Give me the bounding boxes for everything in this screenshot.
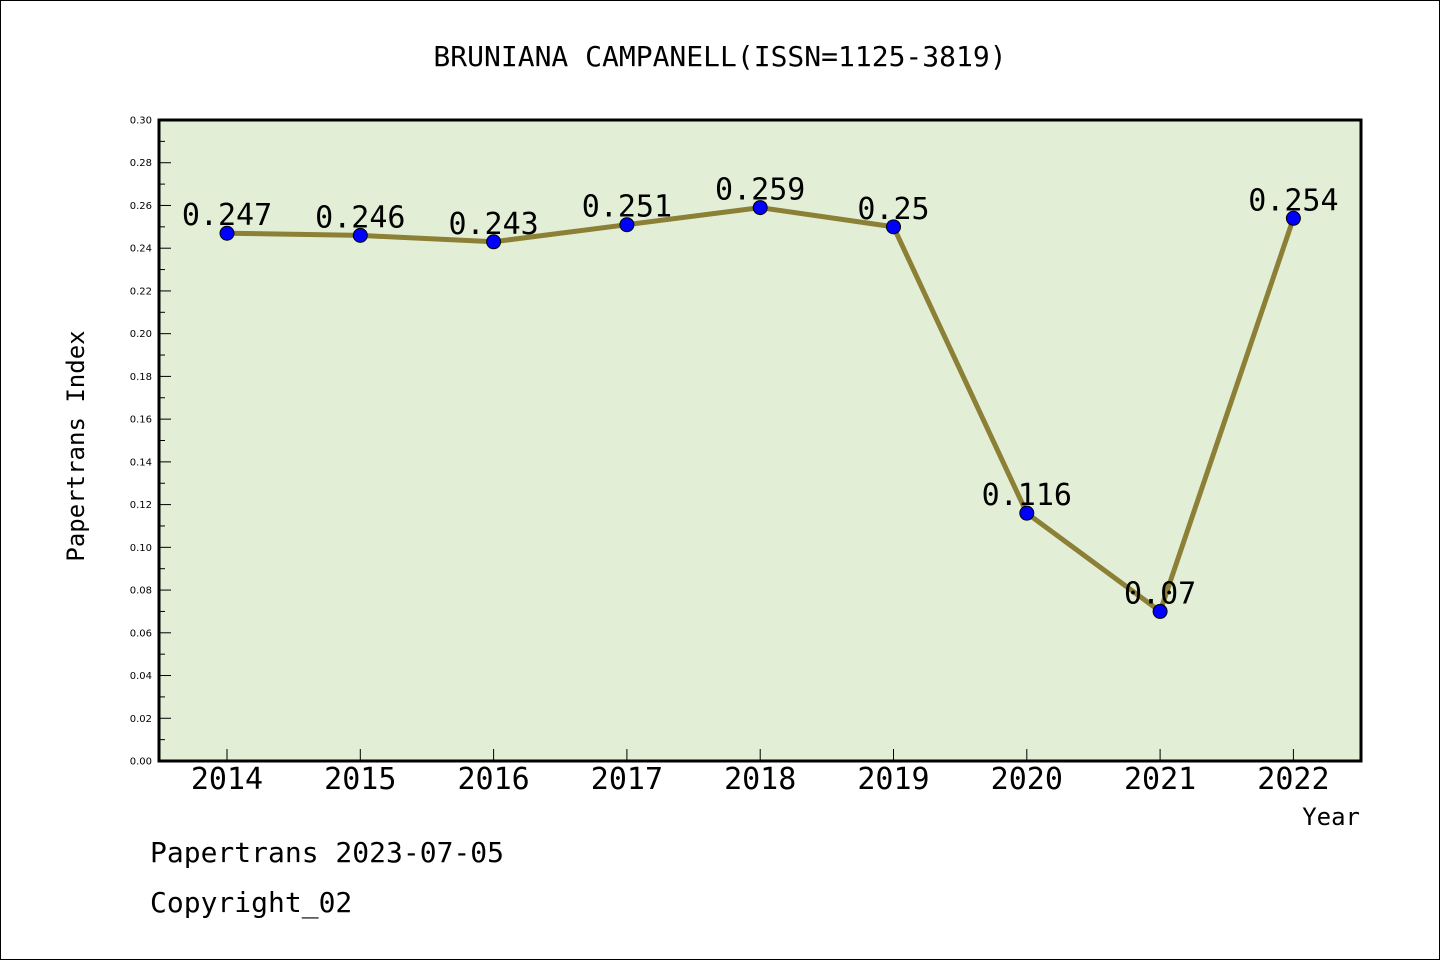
y-tick-label: 0.16 [130, 415, 152, 426]
x-tick-label: 2015 [324, 762, 396, 797]
x-tick-label: 2019 [857, 762, 929, 797]
footer-copyright: Copyright_02 [150, 886, 353, 919]
y-axis-ticks: 0.00 0.02 0.04 0.06 0.08 0.10 0.12 0.14 0.16 0.18… [130, 116, 171, 768]
y-tick-label: 0.24 [130, 244, 152, 255]
data-point [619, 217, 635, 233]
data-label: 0.247 [182, 198, 272, 233]
y-tick-label: 0.30 [130, 116, 152, 127]
data-point [752, 200, 768, 216]
data-label: 0.251 [582, 190, 672, 225]
y-tick-label: 0.08 [130, 586, 152, 597]
data-point [219, 225, 235, 241]
data-label: 0.25 [857, 192, 929, 227]
y-tick-label: 0.14 [130, 457, 152, 468]
x-tick-label: 2014 [191, 762, 263, 797]
data-point [886, 219, 901, 235]
data-point [486, 234, 502, 250]
y-tick-label: 0.22 [130, 286, 152, 297]
data-labels: 0.247 0.246 0.243 0.251 0.259 0.25 0.116 0.07 0.… [182, 173, 1339, 612]
x-tick-label: 2020 [991, 762, 1063, 797]
x-tick-label: 2018 [724, 762, 796, 797]
x-axis-ticks: 2014 2015 2016 2017 2018 2019 2020 2021 2022 [191, 749, 1330, 797]
x-tick-label: 2021 [1124, 762, 1196, 797]
data-point [352, 227, 368, 243]
y-tick-label: 0.12 [130, 500, 152, 511]
x-axis-label: Year [1302, 803, 1360, 831]
data-point [1285, 210, 1301, 226]
plot-area [157, 118, 1363, 763]
y-tick-label: 0.28 [130, 158, 152, 169]
data-label: 0.07 [1124, 576, 1196, 611]
x-tick-label: 2022 [1257, 762, 1329, 797]
y-tick-label: 0.26 [130, 201, 152, 212]
data-label: 0.254 [1248, 183, 1338, 218]
footer-date: Papertrans 2023-07-05 [150, 836, 505, 869]
data-markers [219, 200, 1301, 619]
y-tick-label: 0.06 [130, 628, 152, 639]
chart-title: BRUNIANA CAMPANELL(ISSN=1125-3819) [433, 40, 1006, 73]
x-tick-label: 2017 [591, 762, 663, 797]
y-axis-label: Papertrans Index [62, 330, 90, 561]
data-label: 0.246 [315, 200, 405, 235]
data-label: 0.243 [448, 207, 538, 242]
data-label: 0.116 [982, 478, 1072, 513]
y-tick-label: 0.04 [130, 671, 152, 682]
y-tick-label: 0.18 [130, 372, 152, 383]
data-label: 0.259 [715, 173, 805, 208]
x-tick-label: 2016 [457, 762, 529, 797]
y-tick-label: 0.20 [130, 329, 152, 340]
y-tick-label: 0.10 [130, 543, 152, 554]
data-point [1152, 603, 1168, 619]
y-tick-label: 0.00 [130, 757, 152, 768]
y-tick-label: 0.02 [130, 714, 152, 725]
data-point [1019, 505, 1035, 521]
